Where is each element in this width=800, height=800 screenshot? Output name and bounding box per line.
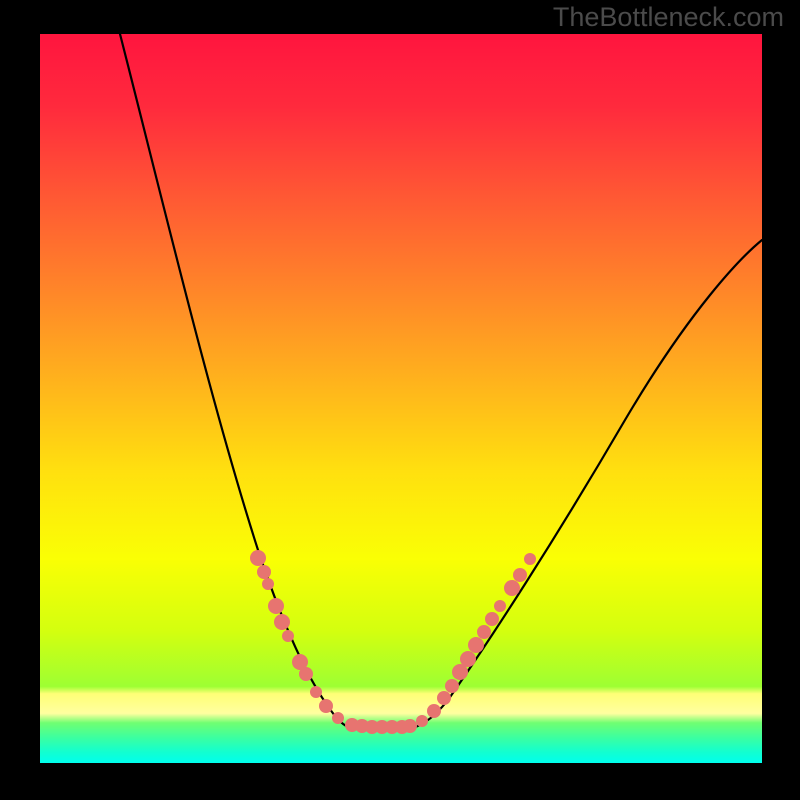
curve-marker	[485, 612, 499, 626]
curve-marker	[299, 667, 313, 681]
curve-marker	[437, 691, 451, 705]
curve-marker	[445, 679, 459, 693]
curve-marker	[332, 712, 344, 724]
bottleneck-curve	[120, 34, 405, 729]
curve-marker	[504, 580, 520, 596]
curve-marker	[468, 637, 484, 653]
curve-marker	[250, 550, 266, 566]
curve-marker	[310, 686, 322, 698]
curve-marker	[427, 704, 441, 718]
curve-marker	[460, 651, 476, 667]
chart-frame: TheBottleneck.com	[0, 0, 800, 800]
curve-marker	[319, 699, 333, 713]
watermark-text: TheBottleneck.com	[553, 2, 784, 33]
curve-marker	[282, 630, 294, 642]
curve-marker	[416, 715, 428, 727]
curve-marker	[274, 614, 290, 630]
curve-marker	[257, 565, 271, 579]
curve-marker	[524, 553, 536, 565]
curve-marker	[494, 600, 506, 612]
curve-marker	[477, 625, 491, 639]
bottleneck-curve	[405, 240, 762, 729]
curve-marker	[268, 598, 284, 614]
curve-marker	[403, 719, 417, 733]
curve-layer	[0, 0, 800, 800]
curve-marker	[262, 578, 274, 590]
curve-marker	[513, 568, 527, 582]
